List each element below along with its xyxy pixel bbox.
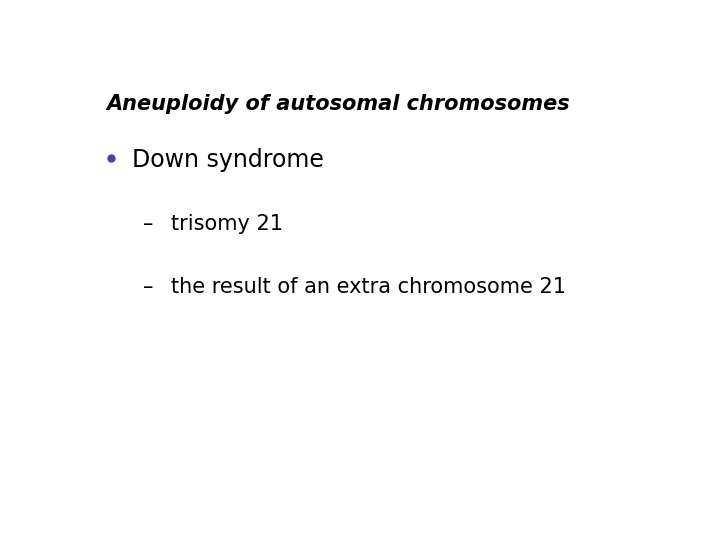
- Text: Down syndrome: Down syndrome: [132, 148, 324, 172]
- Text: –: –: [143, 214, 153, 234]
- Text: trisomy 21: trisomy 21: [171, 214, 283, 234]
- Text: Aneuploidy of autosomal chromosomes: Aneuploidy of autosomal chromosomes: [107, 94, 570, 114]
- Text: –: –: [143, 277, 153, 297]
- Text: the result of an extra chromosome 21: the result of an extra chromosome 21: [171, 277, 566, 297]
